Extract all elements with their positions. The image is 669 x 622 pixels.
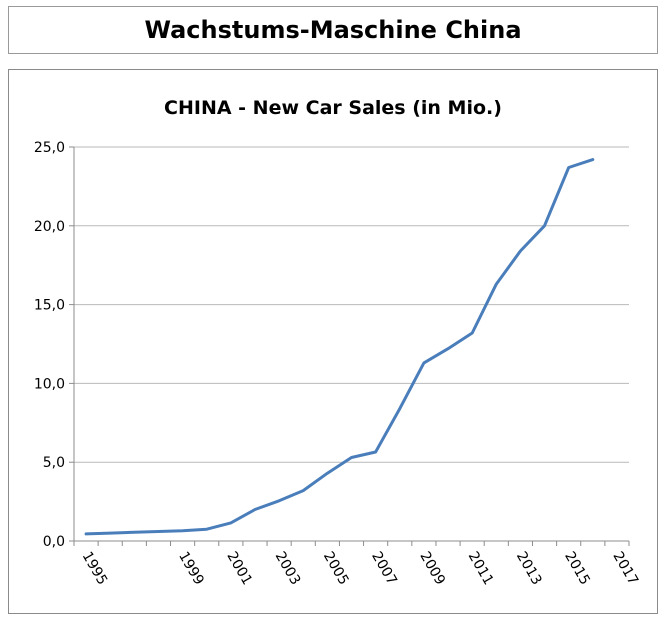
x-tick-label: 1995 (79, 549, 111, 588)
y-tick-label: 25,0 (34, 140, 65, 156)
grid-lines (69, 146, 629, 542)
x-tick-label: 2011 (465, 549, 497, 588)
x-tick-label: 2003 (272, 549, 304, 588)
x-tick-labels: 1995 1999 2001 2003 2005 2007 2009 2011 2013 2015… (79, 549, 642, 588)
x-tick-label: 2015 (561, 549, 593, 588)
x-tick-label: 2013 (513, 549, 545, 588)
y-tick-label: 10,0 (34, 376, 65, 392)
y-tick-labels: 0,0 5,0 10,0 15,0 20,0 25,0 (34, 140, 65, 550)
y-tick-label: 20,0 (34, 219, 65, 235)
series-line (84, 158, 595, 536)
y-tick-label: 0,0 (43, 534, 65, 550)
chart-container: CHINA - New Car Sales (in Mio.) 0,0 5,0 10… (8, 69, 658, 614)
x-tick-label: 2007 (368, 549, 400, 588)
header-box: Wachstums-Maschine China (8, 6, 658, 54)
chart-title: CHINA - New Car Sales (in Mio.) (164, 97, 502, 119)
axes (73, 147, 630, 546)
x-tick-label: 2009 (416, 549, 448, 588)
page-title: Wachstums-Maschine China (144, 16, 522, 44)
y-tick-label: 15,0 (34, 298, 65, 314)
x-tick-label: 1999 (175, 549, 207, 588)
line-chart: CHINA - New Car Sales (in Mio.) 0,0 5,0 10… (34, 97, 642, 588)
y-tick-label: 5,0 (43, 455, 65, 471)
x-tick-label: 2005 (320, 549, 352, 588)
x-tick-label: 2001 (223, 549, 255, 588)
series-layer (84, 158, 595, 536)
x-tick-label: 2017 (609, 549, 641, 588)
